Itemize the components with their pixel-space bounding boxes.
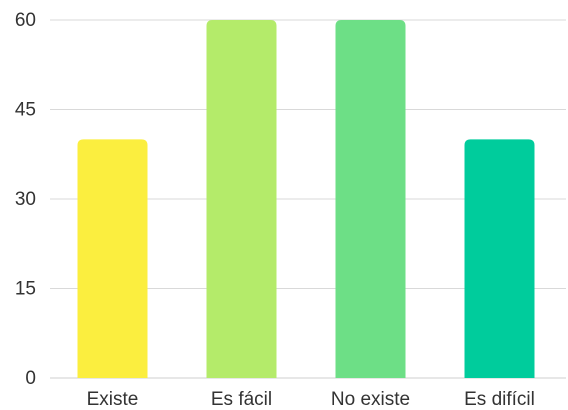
y-tick-label: 60 [15,10,36,31]
x-tick-label: Es difícil [464,389,535,410]
bar-es-dif-cil [464,139,535,378]
x-tick-label: Existe [87,389,139,410]
bar-es-f-cil [206,20,277,378]
x-tick-label: No existe [331,389,410,410]
x-axis-ticks: Existe Es fácil No existe Es difícil [87,389,535,410]
bar-no-existe [335,20,406,378]
y-tick-label: 15 [15,279,36,300]
bars [77,20,535,378]
bar-existe [77,139,148,378]
y-tick-label: 0 [25,368,36,389]
y-tick-label: 30 [15,189,36,210]
x-tick-label: Es fácil [211,389,272,410]
y-axis-ticks: 0 15 30 45 60 [15,10,36,389]
y-tick-label: 45 [15,100,36,121]
